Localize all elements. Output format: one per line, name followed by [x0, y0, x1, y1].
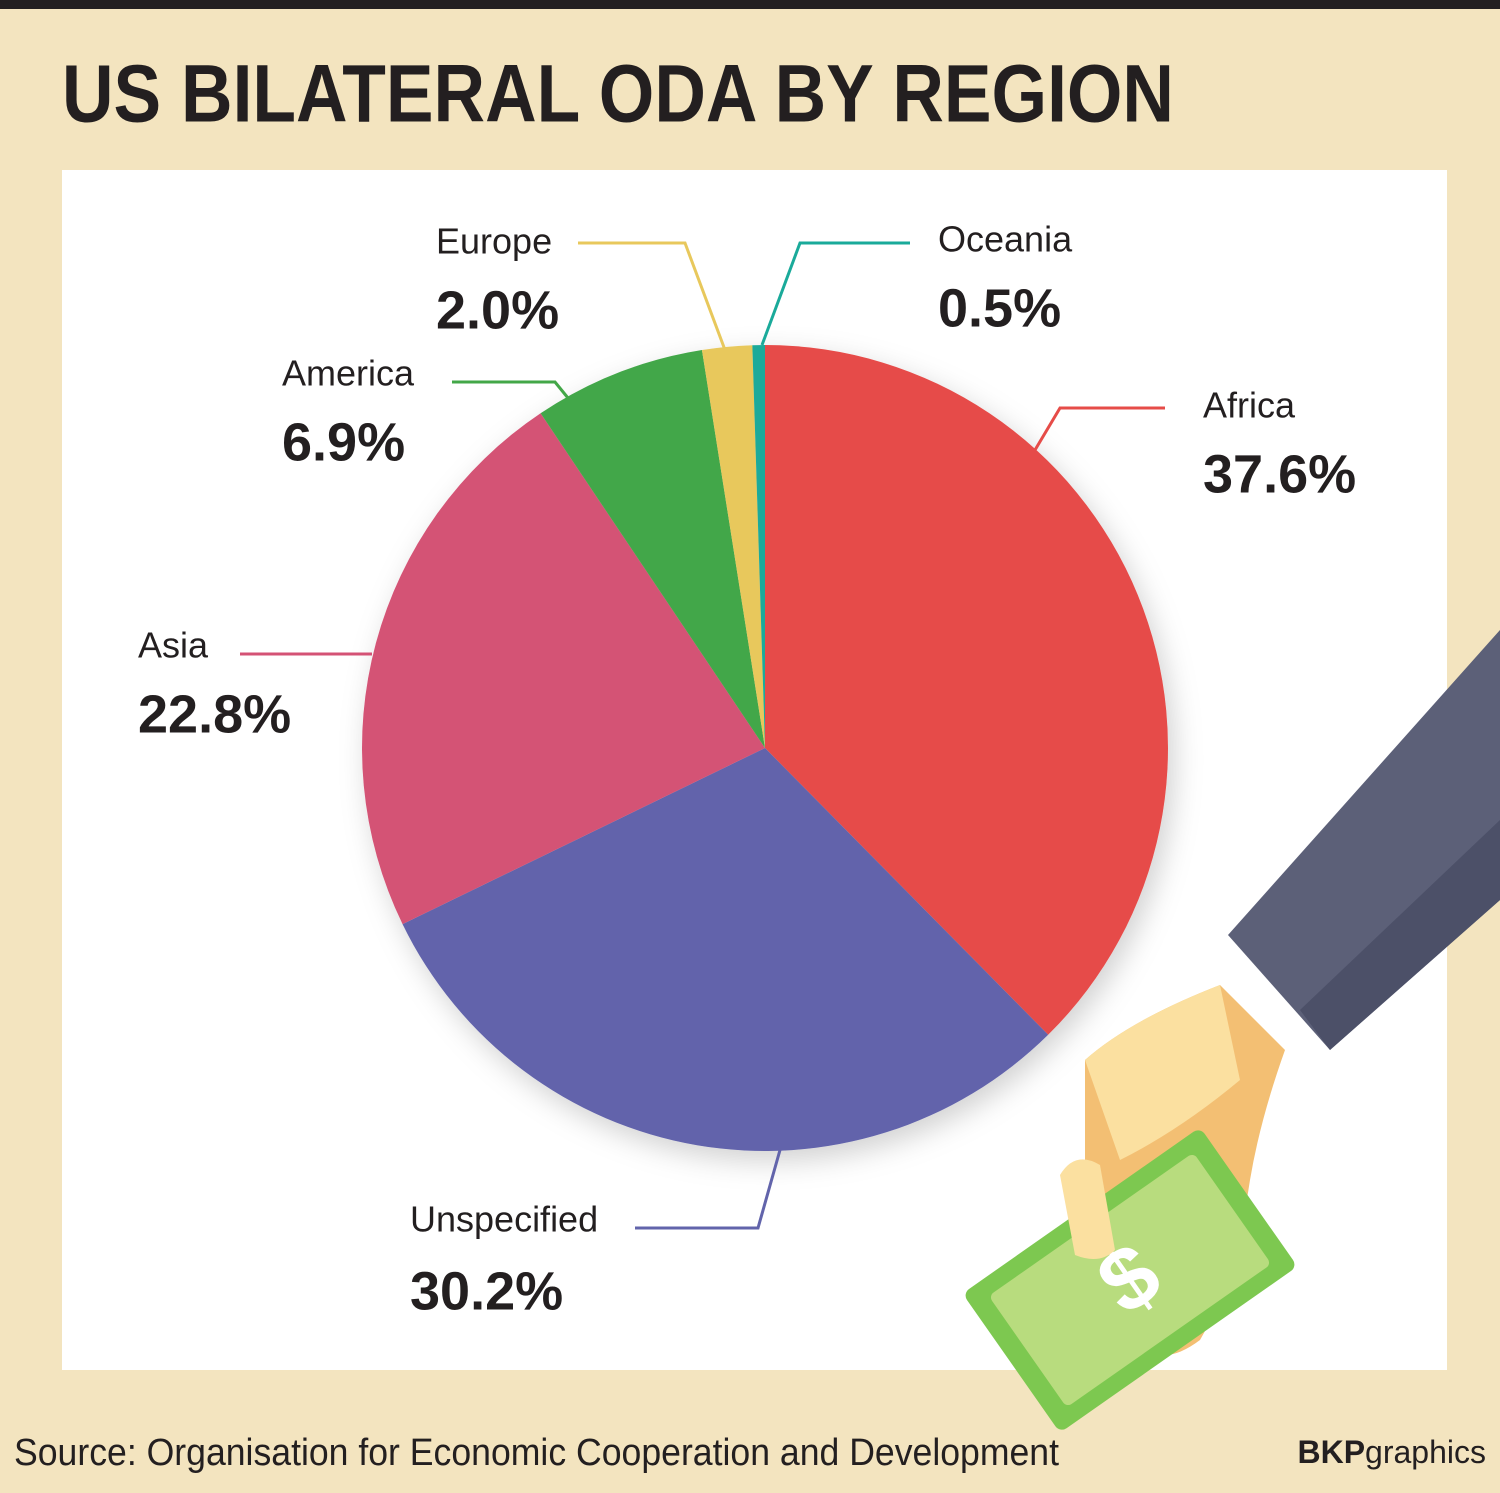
- pie-slice: [752, 345, 765, 748]
- credit: BKPgraphics: [1297, 1434, 1486, 1470]
- leader-line: [760, 241, 910, 346]
- pie-slice: [402, 748, 1049, 1152]
- labels: Africa 37.6% Unspecified 30.2% Asia 22.8% Amer…: [138, 219, 1356, 1322]
- credit-bold: BKP: [1297, 1434, 1365, 1470]
- value-label: 6.9%: [282, 412, 405, 472]
- slice-label: Asia: [138, 625, 209, 666]
- top-bar: [0, 0, 1500, 9]
- pie-slice: [540, 349, 765, 748]
- credit-regular: graphics: [1365, 1434, 1486, 1470]
- slice-label: Unspecified: [410, 1199, 598, 1240]
- pie-slice: [361, 413, 765, 925]
- slice-label: Africa: [1203, 385, 1296, 426]
- chart-title: US BILATERAL ODA BY REGION: [62, 49, 1174, 140]
- source-note: Source: Organisation for Economic Cooper…: [14, 1432, 1059, 1474]
- leader-line: [578, 241, 727, 351]
- slice-label: Oceania: [938, 219, 1073, 260]
- leader-line: [452, 380, 570, 399]
- value-label: 30.2%: [410, 1261, 563, 1321]
- pie-slice: [701, 345, 765, 748]
- slice-label: Europe: [436, 221, 552, 262]
- leader-line: [1033, 406, 1165, 451]
- slice-label: America: [282, 353, 415, 394]
- pie-slice: [765, 345, 1168, 1035]
- value-label: 37.6%: [1203, 444, 1356, 504]
- pie: [361, 345, 1168, 1152]
- value-label: 22.8%: [138, 684, 291, 744]
- value-label: 0.5%: [938, 278, 1061, 338]
- hand-illustration: $: [965, 630, 1500, 1430]
- value-label: 2.0%: [436, 280, 559, 340]
- leader-line: [635, 1149, 782, 1230]
